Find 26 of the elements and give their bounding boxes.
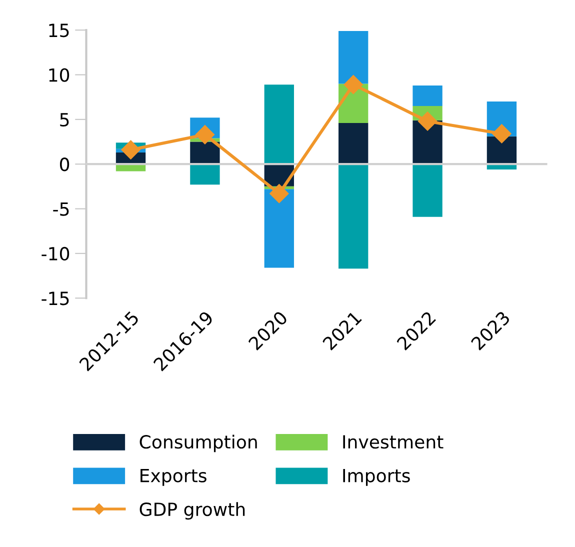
- y-tick-label: 5: [60, 113, 69, 127]
- bar: [412, 164, 442, 217]
- bar: [338, 30, 368, 84]
- bar: [190, 142, 220, 164]
- y-tick-label: -5: [53, 202, 69, 216]
- legend-label: GDP growth: [140, 502, 245, 520]
- legend-label: Investment: [343, 435, 444, 449]
- legend-label: Imports: [343, 468, 410, 486]
- bar: [412, 85, 442, 106]
- y-tick-label: -15: [42, 292, 69, 306]
- point: [418, 112, 438, 131]
- point: [270, 184, 289, 204]
- y-tick-label: 10: [49, 68, 70, 82]
- y-tick-label: 0: [60, 158, 70, 172]
- point: [121, 140, 140, 160]
- bar: [338, 164, 368, 269]
- bar: [264, 189, 294, 268]
- point: [492, 124, 512, 144]
- point: [344, 75, 363, 94]
- bar: [190, 164, 220, 185]
- bar: [338, 123, 368, 164]
- bar: [264, 84, 294, 164]
- legend-label: Consumption: [140, 434, 257, 452]
- y-tick-label: 15: [49, 24, 69, 38]
- y-tick-label: -10: [42, 246, 70, 261]
- legend-label: Exports: [140, 468, 206, 486]
